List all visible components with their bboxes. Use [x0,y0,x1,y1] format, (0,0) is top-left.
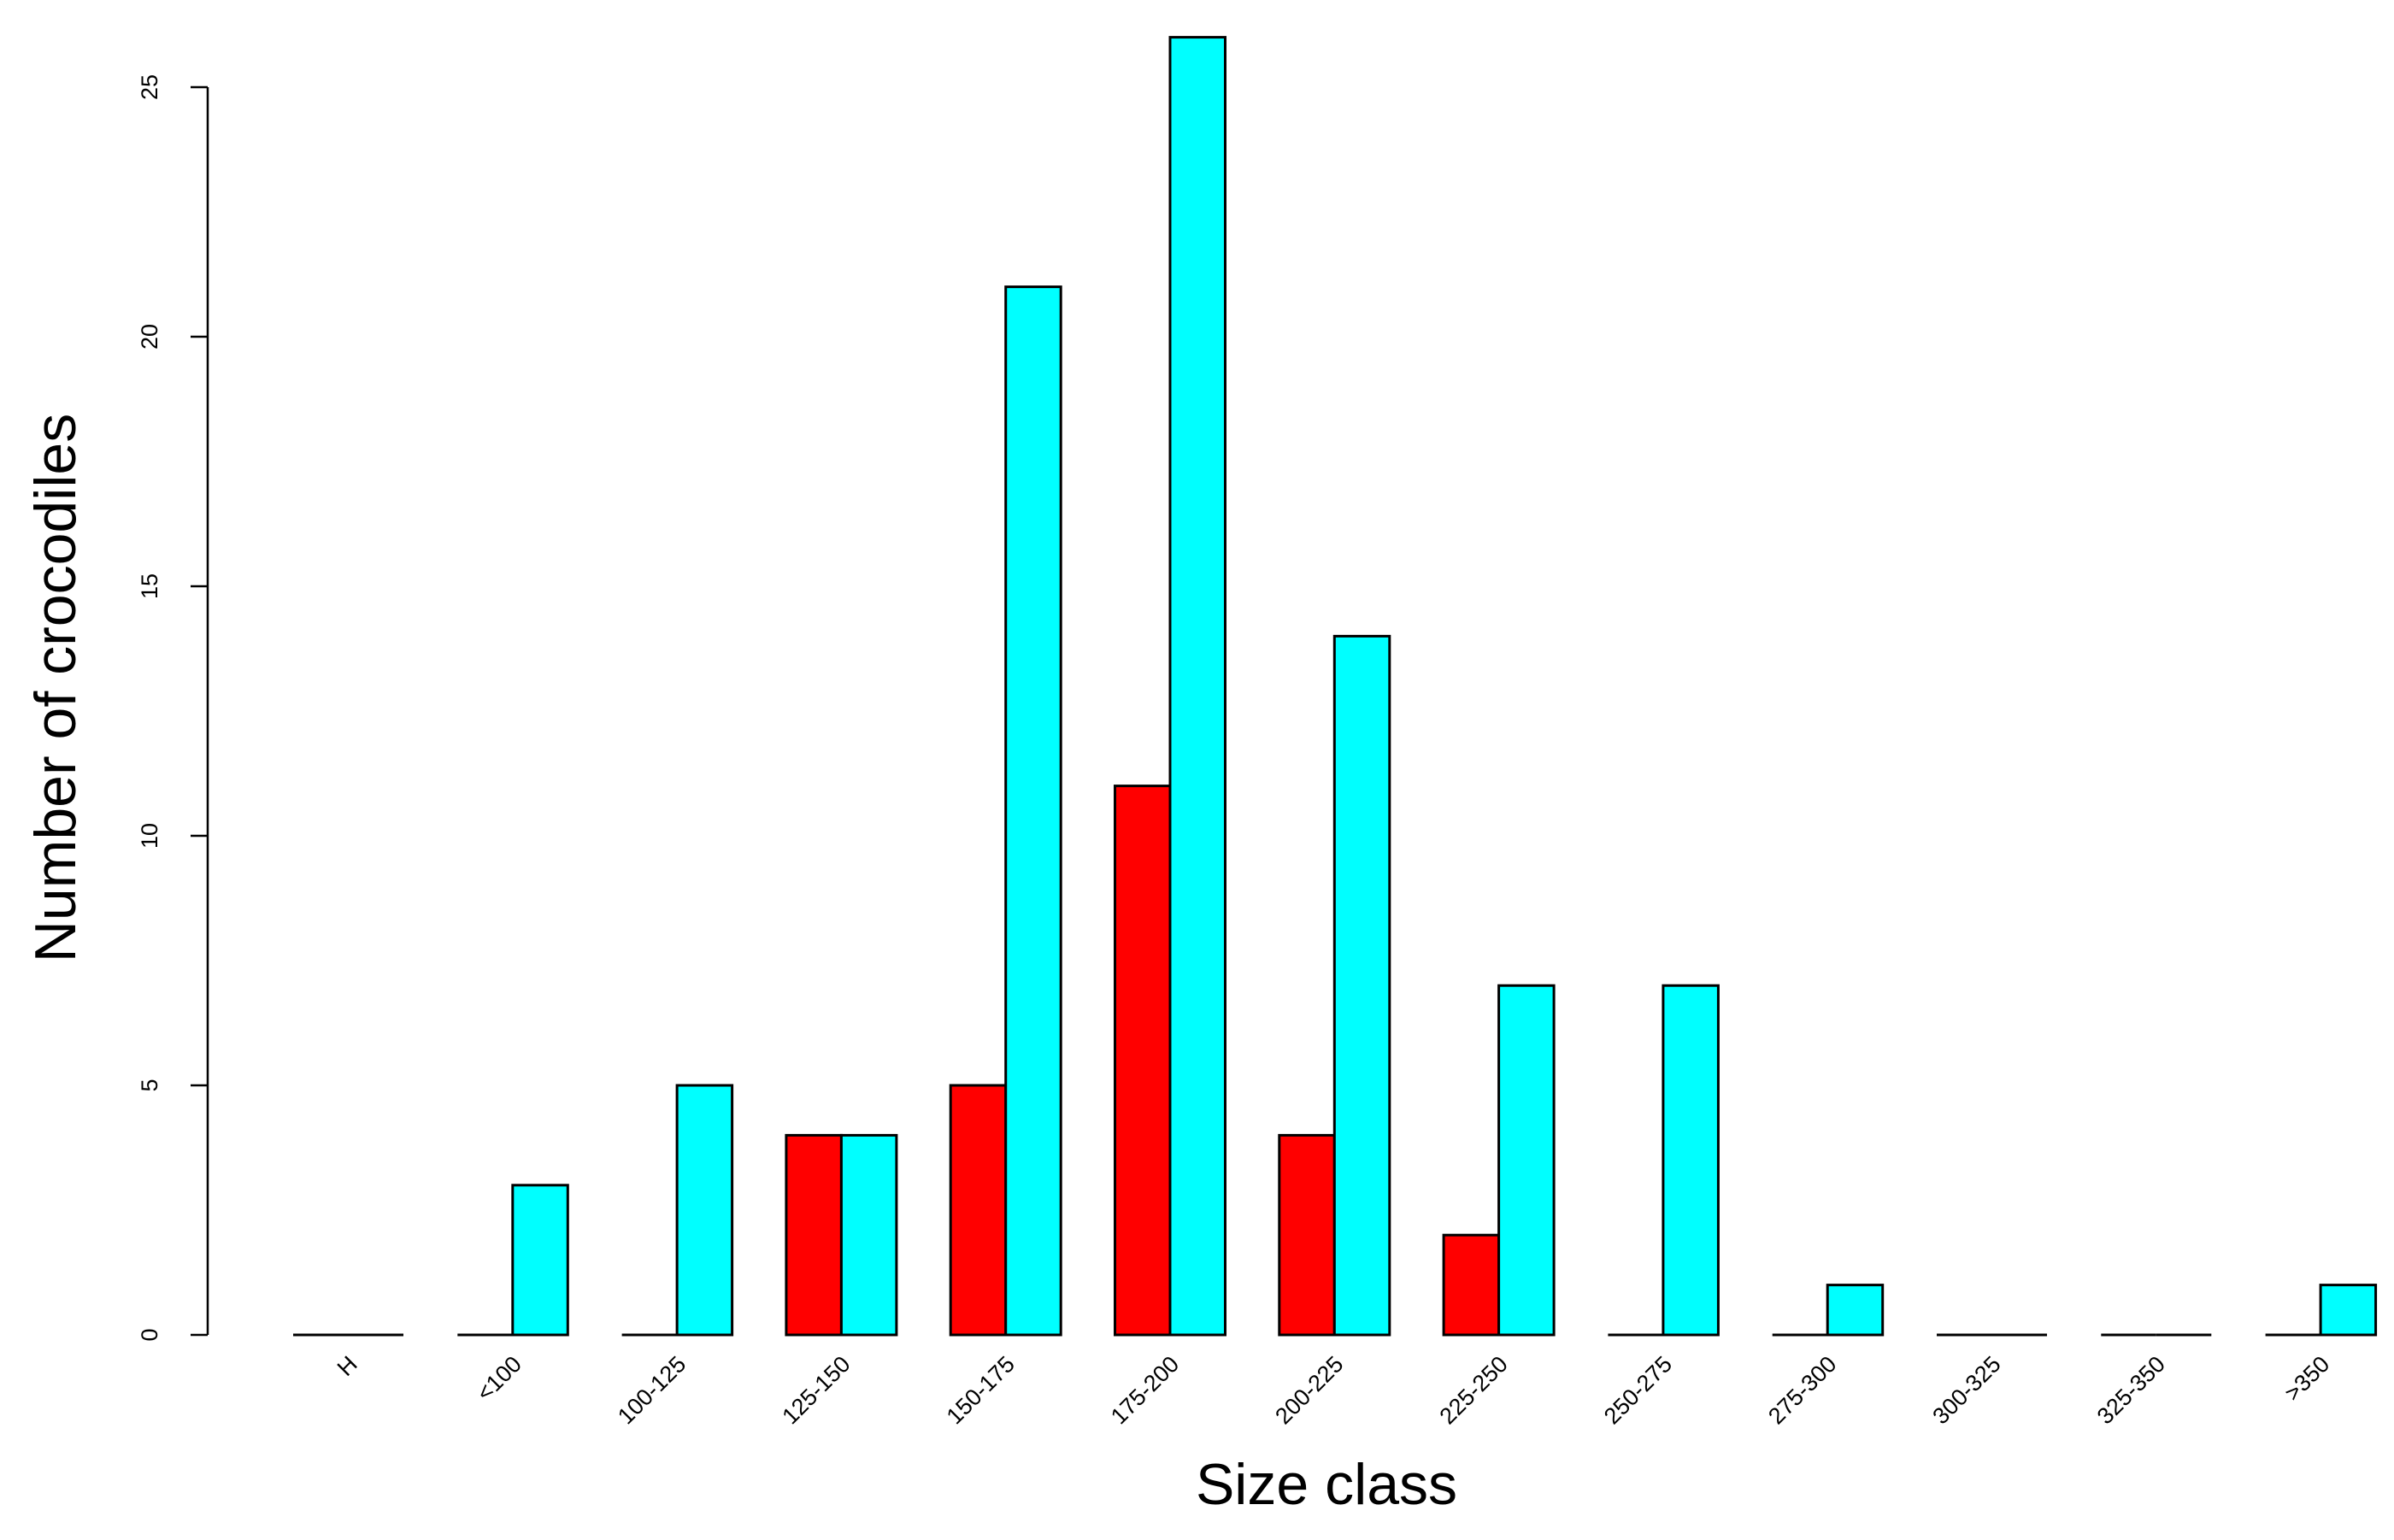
y-tick-label-20: 20 [137,324,162,350]
x-tick-label-1: <100 [472,1351,526,1406]
bar-2-7 [1497,984,1556,1337]
bar-2-3 [839,1133,898,1337]
y-tick-label-0: 0 [137,1328,162,1341]
bar-2-1 [511,1184,569,1337]
x-tick-label-8: 250-275 [1599,1351,1677,1429]
bar-1-7 [1442,1233,1501,1337]
x-tick-label-10: 300-325 [1927,1351,2005,1429]
y-ticks-group: 0 5 10 15 20 25 [137,74,208,1342]
x-tick-label-0: H [332,1351,362,1381]
x-axis-title: Size class [1196,1452,1457,1517]
x-tick-label-9: 275-300 [1763,1351,1841,1429]
bar-2-2 [675,1084,734,1337]
x-tick-label-11: 325-350 [2092,1351,2170,1429]
y-tick-label-15: 15 [137,573,162,599]
x-tick-label-5: 175-200 [1106,1351,1184,1429]
x-tick-label-2: 100-125 [613,1351,691,1429]
bar-1-5 [1114,785,1172,1337]
x-tick-label-4: 150-175 [942,1351,1020,1429]
bar-1-3 [785,1133,843,1337]
x-tick-label-6: 200-225 [1270,1351,1348,1429]
bar-2-12 [2319,1284,2378,1337]
y-axis-title: Number of crocodiles [23,414,88,962]
bar-1-6 [1278,1133,1336,1337]
y-tick-label-10: 10 [137,823,162,849]
bar-2-4 [1004,285,1062,1337]
bar-2-8 [1662,984,1720,1337]
bar-1-4 [949,1084,1008,1337]
x-tick-labels-group: H <100 100-125 125-150 150-175 175-200 200-225… [332,1351,2335,1429]
y-tick-label-5: 5 [137,1079,162,1091]
x-tick-label-3: 125-150 [777,1351,855,1429]
x-tick-label-12: >350 [2279,1351,2334,1406]
bar-2-5 [1168,36,1226,1337]
bar-2-6 [1332,634,1391,1337]
y-tick-label-25: 25 [137,74,162,100]
bars-group [293,36,2378,1337]
bar-2-9 [1826,1284,1885,1337]
x-tick-label-7: 225-250 [1435,1351,1513,1429]
